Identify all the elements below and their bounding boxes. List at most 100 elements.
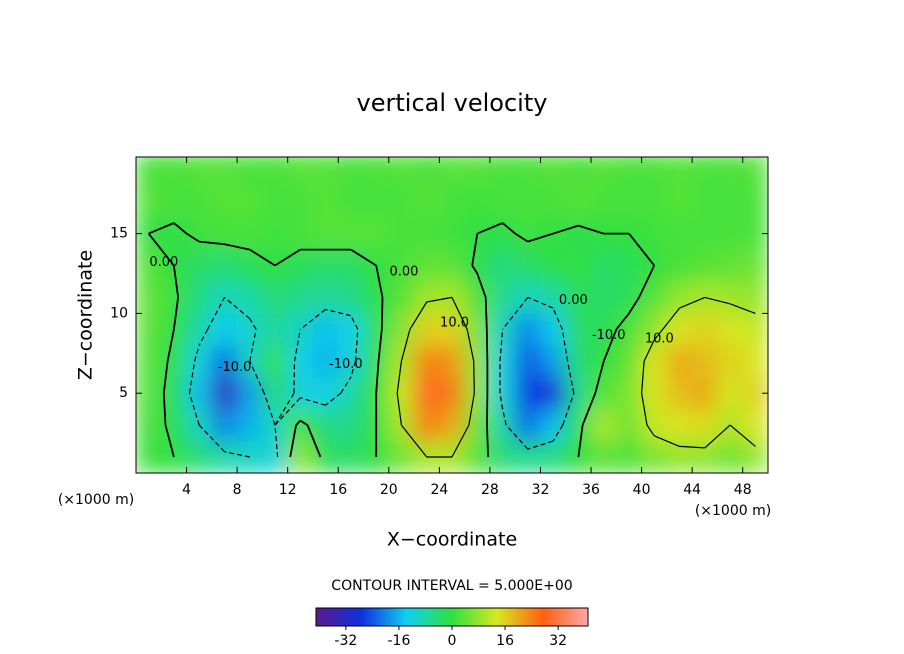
field-cell — [590, 440, 617, 473]
field-cell — [666, 249, 693, 282]
field-cell — [438, 185, 466, 219]
field-cell — [337, 408, 365, 442]
field-cell — [742, 408, 768, 442]
field-cell — [742, 157, 768, 187]
field-cell — [565, 157, 592, 187]
colorbar-tick-label: 16 — [496, 633, 514, 649]
field-cell — [666, 185, 693, 219]
contour-line — [396, 296, 756, 458]
field-cell — [716, 376, 744, 410]
chart-title: vertical velocity — [357, 89, 548, 117]
field-cell — [337, 249, 365, 282]
field-cell — [413, 280, 440, 314]
field-cell — [641, 157, 668, 187]
field-cell — [742, 280, 768, 314]
field-cell — [211, 249, 238, 282]
field-cell — [691, 408, 718, 442]
field-cell — [236, 280, 263, 314]
field-cell — [666, 408, 693, 442]
field-cell — [160, 185, 188, 219]
field-cell — [287, 217, 314, 251]
field-cell — [742, 312, 768, 346]
field-cell — [539, 185, 567, 219]
field-cell — [236, 312, 263, 346]
field-cell — [211, 185, 238, 219]
field-cell — [337, 185, 365, 219]
field-cell — [261, 217, 289, 251]
field-cell — [666, 376, 693, 410]
field-cell — [136, 280, 162, 314]
field-cell — [514, 249, 541, 282]
field-cell — [514, 440, 541, 473]
field-cell — [211, 157, 238, 187]
field-cell — [312, 408, 339, 442]
field-cell — [337, 440, 365, 473]
field-cell — [514, 157, 541, 187]
field-cell — [464, 157, 491, 187]
field-cell — [186, 376, 213, 410]
y-tick-label: 15 — [110, 226, 128, 242]
field-cell — [438, 157, 466, 187]
field-cell — [438, 312, 466, 346]
field-cell — [186, 312, 213, 346]
field-cell — [514, 408, 541, 442]
field-cell — [615, 249, 643, 282]
plot-frame — [135, 156, 769, 474]
field-cell — [590, 249, 617, 282]
field-cell — [312, 312, 339, 346]
field-cell — [261, 312, 289, 346]
field-cell — [565, 217, 592, 251]
field-cell — [539, 344, 567, 378]
field-cell — [615, 312, 643, 346]
contour-label: -10.0 — [592, 328, 626, 343]
field-cell — [514, 376, 541, 410]
field-cell — [565, 280, 592, 314]
contours: 0.00 -10.0 -10.0 0.00 10.0 0.00 -10.0 10.0 — [147, 222, 756, 458]
field-cell — [312, 157, 339, 187]
field-cell — [590, 408, 617, 442]
x-tick-label: 48 — [734, 482, 752, 498]
field-cell — [539, 376, 567, 410]
field-cell — [160, 217, 188, 251]
field-cell — [438, 408, 466, 442]
field-cell — [641, 217, 668, 251]
y-unit-label: (×1000 m) — [58, 492, 134, 508]
field-cell — [413, 185, 440, 219]
field-cell — [590, 157, 617, 187]
colorbar-tick-label: -32 — [334, 633, 357, 649]
field-cell — [236, 249, 263, 282]
field-cell — [666, 440, 693, 473]
colorbar — [315, 607, 589, 627]
field-cell — [287, 185, 314, 219]
x-tick-label: 28 — [481, 482, 499, 498]
field-cell — [413, 408, 440, 442]
field-cell — [136, 408, 162, 442]
contour-label: -10.0 — [218, 360, 252, 375]
field-cell — [641, 440, 668, 473]
x-tick-label: 12 — [279, 482, 297, 498]
field-cell — [312, 217, 339, 251]
x-tick-label: 4 — [182, 482, 191, 498]
field-cell — [489, 408, 516, 442]
field-cell — [489, 344, 516, 378]
field-cell — [464, 440, 491, 473]
contour-label: 0.00 — [149, 255, 178, 270]
field-cell — [666, 217, 693, 251]
field-cell — [388, 312, 415, 346]
field-cell — [413, 217, 440, 251]
field-cell — [211, 440, 238, 473]
x-tick-label: 16 — [329, 482, 347, 498]
field-cell — [716, 217, 744, 251]
field-cell — [539, 440, 567, 473]
field-cell — [464, 185, 491, 219]
field-cell — [615, 157, 643, 187]
field-cell — [691, 440, 718, 473]
field-cell — [464, 249, 491, 282]
field-cell — [136, 157, 162, 187]
field-cell — [186, 217, 213, 251]
field-cell — [514, 344, 541, 378]
contour-label: 0.00 — [559, 293, 588, 308]
field-cell — [716, 157, 744, 187]
field-cell — [539, 157, 567, 187]
